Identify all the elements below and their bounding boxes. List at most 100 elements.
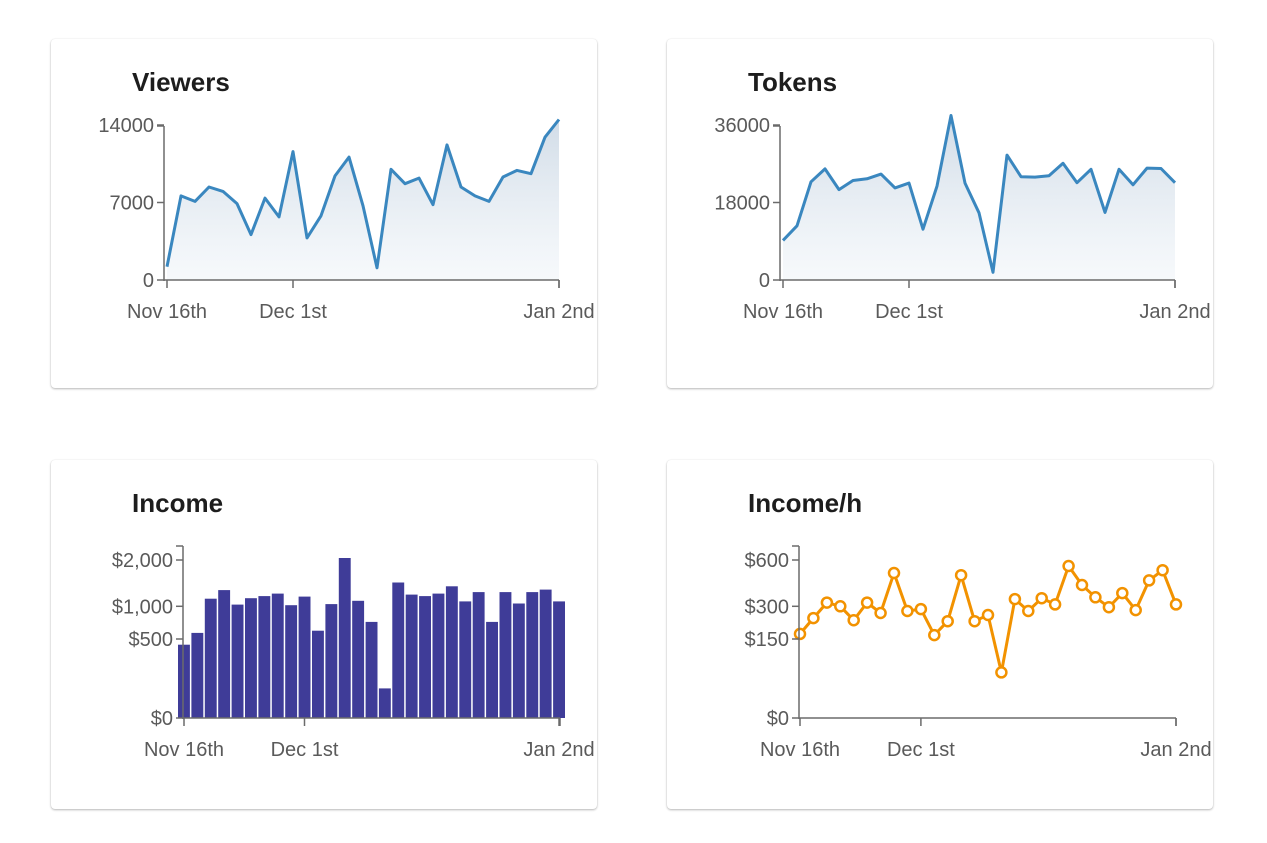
income-bar-11 (325, 604, 338, 718)
income-bar-26 (526, 592, 539, 718)
tokens-point-12 (950, 114, 953, 117)
viewers-y-tick-label-2: 14000 (98, 115, 154, 137)
viewers-point-21 (460, 186, 463, 189)
incomeh-point-3 (834, 600, 847, 613)
income-bar-9 (298, 596, 311, 718)
viewers-point-5 (236, 202, 239, 205)
viewers-point-2 (194, 200, 197, 203)
tokens-point-18 (1034, 176, 1037, 179)
incomeh-point-11 (941, 614, 954, 628)
incomeh-point-27 (1156, 563, 1169, 577)
tokens-point-16 (1006, 154, 1009, 157)
income-y-tick-label-0: $0 (151, 708, 173, 730)
income-x-tick-label-1: Dec 1st (271, 739, 339, 761)
incomeh-point-9 (914, 602, 928, 616)
viewers-point-15 (376, 266, 379, 269)
viewers-point-13 (348, 156, 351, 159)
incomeh-y-tick-label-2: $300 (745, 596, 790, 618)
tokens-point-17 (1020, 175, 1023, 178)
income-title: Income (132, 488, 224, 518)
viewers-point-10 (306, 236, 309, 239)
income-y-tick-label-1: $500 (129, 629, 174, 651)
incomeh-point-21 (1075, 578, 1089, 592)
income-bar-4 (231, 604, 244, 718)
incomeh-point-23 (1102, 600, 1116, 614)
tokens-point-19 (1048, 174, 1051, 177)
income-x-tick-label-0: Nov 16th (144, 739, 224, 761)
incomeh-point-14 (981, 608, 995, 622)
incomeh-point-16 (1008, 592, 1022, 606)
tokens-x-tick-label-0: Nov 16th (743, 301, 823, 323)
incomeh-point-1 (807, 611, 820, 625)
tokens-point-0 (782, 239, 785, 242)
incomeh-y-tick-label-1: $150 (745, 629, 790, 651)
viewers-point-12 (334, 174, 337, 177)
income-bar-23 (486, 621, 498, 718)
tokens-point-5 (852, 179, 855, 182)
income-y-tick-label-2: $1,000 (112, 596, 173, 618)
tokens-point-3 (824, 167, 827, 170)
tokens-point-26 (1146, 167, 1149, 170)
tokens-chart: 0 18000 36000 Nov 16th Dec 1st Jan 2nd (714, 114, 1211, 323)
income-bar-0 (178, 644, 190, 718)
tokens-y-tick-label-1: 18000 (714, 193, 770, 215)
income-bar-25 (512, 603, 525, 718)
tokens-title: Tokens (748, 67, 838, 97)
incomeh-point-25 (1129, 603, 1142, 617)
tokens-point-10 (922, 228, 925, 231)
viewers-point-0 (166, 265, 169, 268)
viewers-point-19 (432, 203, 435, 206)
viewers-x-tick-label-2: Jan 2nd (523, 301, 594, 323)
income-bar-2 (204, 598, 217, 718)
viewers-x-tick-label-0: Nov 16th (127, 301, 207, 323)
viewers-point-9 (292, 150, 295, 153)
incomeh-card: Income/h $0 $150 $300 $600 Nov 16th Dec 1st Ja… (667, 460, 1213, 809)
incomeh-point-6 (874, 606, 887, 620)
tokens-point-23 (1104, 211, 1107, 214)
tokens-point-27 (1160, 167, 1163, 170)
incomeh-point-17 (1022, 604, 1035, 618)
incomeh-point-8 (901, 604, 914, 618)
incomeh-point-2 (820, 596, 834, 609)
income-bar-10 (312, 630, 324, 718)
tokens-x-tick-label-2: Jan 2nd (1139, 301, 1210, 323)
income-bar-22 (472, 592, 485, 718)
incomeh-point-24 (1116, 586, 1129, 600)
incomeh-y-tick-label-3: $600 (745, 550, 790, 572)
income-bar-6 (258, 596, 271, 718)
income-bar-15 (378, 688, 391, 718)
incomeh-y-tick-label-0: $0 (767, 708, 789, 730)
tokens-point-25 (1132, 183, 1135, 186)
incomeh-point-10 (928, 628, 941, 642)
viewers-point-16 (390, 168, 393, 171)
income-bar-17 (405, 594, 418, 718)
tokens-card: Tokens 0 18000 36000 Nov 16th Dec 1st Jan 2nd (667, 39, 1213, 388)
tokens-point-15 (992, 271, 995, 274)
viewers-chart: 0 7000 14000 Nov 16th Dec 1st Jan 2nd (98, 115, 594, 323)
viewers-point-7 (264, 197, 267, 200)
viewers-title: Viewers (132, 67, 230, 97)
tokens-point-13 (964, 182, 967, 185)
incomeh-point-28 (1169, 598, 1183, 611)
income-bar-8 (285, 605, 298, 718)
incomeh-x-tick-label-0: Nov 16th (760, 739, 840, 761)
income-y-tick-label-3: $2,000 (112, 550, 173, 572)
tokens-point-6 (866, 177, 869, 180)
tokens-area-fill (783, 115, 1175, 280)
viewers-point-6 (250, 233, 253, 236)
viewers-point-8 (278, 215, 281, 218)
incomeh-point-26 (1142, 574, 1156, 587)
incomeh-point-7 (887, 566, 901, 580)
viewers-point-27 (544, 136, 547, 139)
tokens-point-22 (1090, 168, 1093, 171)
income-bar-13 (352, 600, 365, 718)
viewers-series-line (165, 118, 561, 270)
viewers-y-tick-label-0: 0 (143, 270, 154, 292)
tokens-series-line (781, 114, 1177, 274)
incomeh-point-19 (1048, 598, 1062, 611)
tokens-y-tick-label-2: 36000 (714, 115, 770, 137)
income-bar-5 (245, 598, 257, 718)
income-bar-28 (553, 601, 565, 718)
tokens-point-7 (880, 173, 883, 176)
tokens-point-2 (810, 180, 813, 183)
